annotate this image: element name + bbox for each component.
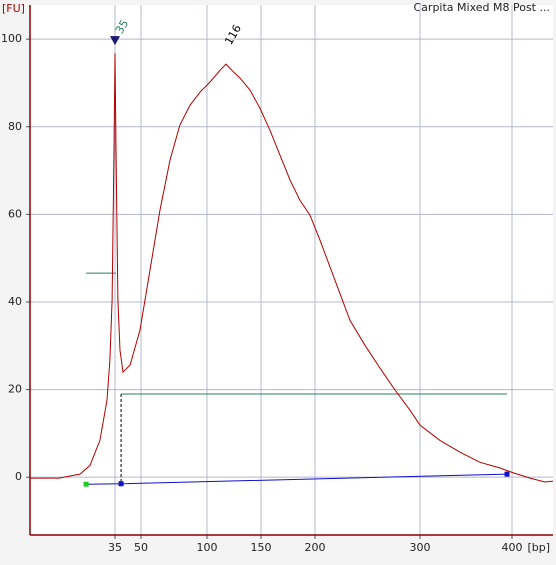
x-tick-label: 200: [305, 541, 326, 554]
x-tick-label: 300: [410, 541, 431, 554]
baseline-marker: [504, 471, 510, 477]
trace-line: [30, 53, 554, 483]
x-axis-label: [bp]: [527, 541, 550, 554]
x-tick-label: 35: [108, 541, 122, 554]
y-tick-label: 40: [8, 295, 22, 308]
x-tick-label: 100: [197, 541, 218, 554]
baseline-marker: [83, 481, 89, 487]
y-tick-label: 80: [8, 120, 22, 133]
x-tick-label: 50: [134, 541, 148, 554]
x-tick-label: 150: [251, 541, 272, 554]
peak-label: 35: [113, 18, 131, 37]
x-tick-label: 400: [502, 541, 523, 554]
plot-area: [30, 5, 553, 535]
y-axis-label: [FU]: [2, 2, 25, 15]
y-tick-label: 20: [8, 383, 22, 396]
baseline-marker: [118, 481, 124, 487]
y-tick-label: 60: [8, 207, 22, 220]
y-tick-label: 0: [15, 470, 22, 483]
chart-title: Carpita Mixed M8 Post ...: [414, 1, 551, 14]
peak-marker: [110, 36, 120, 46]
y-tick-label: 100: [1, 32, 22, 45]
